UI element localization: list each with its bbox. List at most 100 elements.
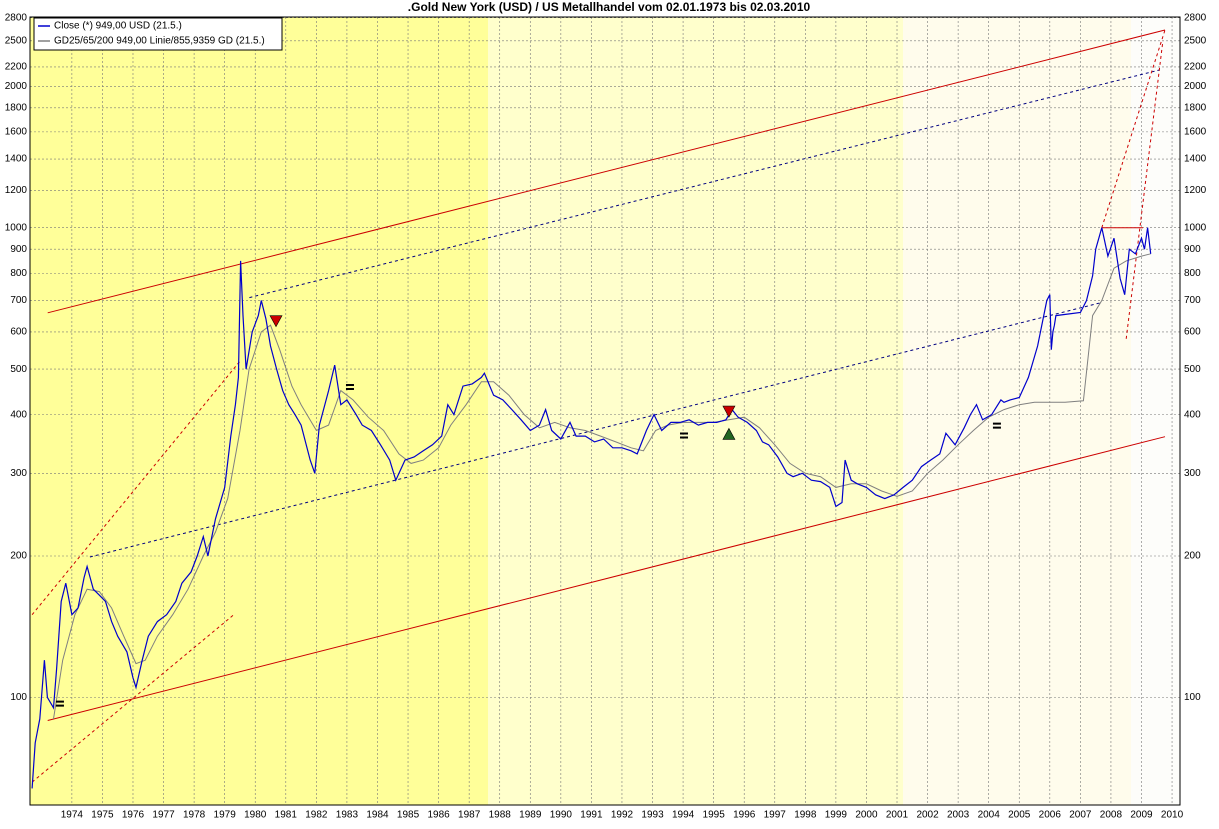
x-tick-label: 1976 — [122, 810, 145, 821]
trend-line — [31, 360, 241, 616]
y-tick-label-right: 700 — [1184, 295, 1201, 306]
y-tick-label: 300 — [10, 468, 27, 479]
legend: Close (*) 949,00 USD (21.5.) GD25/65/200 … — [33, 17, 283, 51]
chart-title: .Gold New York (USD) / US Metallhandel v… — [408, 0, 811, 14]
x-tick-label: 1986 — [427, 810, 450, 821]
trend-line — [1101, 29, 1166, 228]
trend-line — [31, 614, 235, 783]
y-tick-label-right: 2800 — [1184, 12, 1207, 23]
y-tick-label: 400 — [10, 409, 27, 420]
x-tick-label: 2001 — [886, 810, 909, 821]
x-tick-label: 1975 — [91, 810, 114, 821]
signal-marker — [722, 405, 736, 418]
x-tick-label: 2004 — [978, 810, 1001, 821]
y-tick-label-right: 600 — [1184, 327, 1201, 338]
y-tick-label: 1800 — [5, 102, 28, 113]
signal-marker — [992, 422, 1001, 429]
trend-line — [249, 69, 1160, 299]
y-tick-label-right: 2500 — [1184, 35, 1207, 46]
y-tick-label: 1400 — [5, 154, 28, 165]
signal-marker — [269, 315, 283, 328]
signal-marker — [679, 432, 688, 439]
y-tick-label-right: 200 — [1184, 551, 1201, 562]
y-tick-label-right: 500 — [1184, 364, 1201, 375]
band-1 — [30, 17, 488, 805]
x-tick-label: 2005 — [1008, 810, 1031, 821]
x-tick-label: 1994 — [672, 810, 695, 821]
series-line — [53, 253, 1151, 719]
x-tick-label: 1999 — [825, 810, 848, 821]
x-tick-label: 2006 — [1039, 810, 1062, 821]
x-tick-label: 2002 — [916, 810, 939, 821]
y-tick-label-right: 900 — [1184, 244, 1201, 255]
x-tick-label: 1992 — [611, 810, 634, 821]
y-tick-label-right: 1400 — [1184, 154, 1207, 165]
x-tick-label: 1987 — [458, 810, 481, 821]
x-tick-label: 1996 — [733, 810, 756, 821]
y-tick-label-right: 1000 — [1184, 222, 1207, 233]
y-tick-label: 2800 — [5, 12, 28, 23]
y-tick-label: 200 — [10, 551, 27, 562]
x-tick-label: 1978 — [183, 810, 206, 821]
x-tick-label: 1979 — [214, 810, 237, 821]
x-tick-label: 1984 — [366, 810, 389, 821]
x-tick-label: 1993 — [641, 810, 664, 821]
x-tick-label: 1981 — [275, 810, 298, 821]
y-tick-label-right: 1800 — [1184, 102, 1207, 113]
y-tick-label: 1000 — [5, 222, 28, 233]
legend-label: GD25/65/200 949,00 Linie/855,9359 GD (21… — [54, 36, 265, 47]
signal-marker — [345, 384, 354, 391]
x-tick-label: 2000 — [855, 810, 878, 821]
x-tick-label: 2009 — [1130, 810, 1153, 821]
trend-line — [1125, 40, 1164, 339]
y-tick-label-right: 1200 — [1184, 185, 1207, 196]
y-tick-label: 1200 — [5, 185, 28, 196]
y-tick-label-right: 400 — [1184, 409, 1201, 420]
y-tick-label: 100 — [10, 692, 27, 703]
series-line — [31, 227, 1152, 789]
y-tick-label: 900 — [10, 244, 27, 255]
y-tick-label-right: 1600 — [1184, 127, 1207, 138]
x-tick-label: 2010 — [1161, 810, 1184, 821]
x-tick-label: 1991 — [580, 810, 603, 821]
x-tick-label: 2008 — [1100, 810, 1123, 821]
y-tick-label-right: 800 — [1184, 268, 1201, 279]
x-tick-label: 1998 — [794, 810, 817, 821]
y-tick-label: 700 — [10, 295, 27, 306]
y-tick-label: 2200 — [5, 62, 28, 73]
y-tick-label-right: 100 — [1184, 692, 1201, 703]
y-tick-label-right: 2000 — [1184, 81, 1207, 92]
y-tick-label: 600 — [10, 327, 27, 338]
x-tick-label: 1995 — [703, 810, 726, 821]
y-tick-label: 2000 — [5, 81, 28, 92]
plot — [31, 29, 1166, 789]
plot-frame — [29, 16, 1181, 806]
y-tick-label: 2500 — [5, 35, 28, 46]
y-tick-label-right: 300 — [1184, 468, 1201, 479]
band-4 — [1131, 17, 1180, 805]
legend-box — [33, 17, 283, 51]
band-3 — [903, 17, 1131, 805]
x-tick-label: 1980 — [244, 810, 267, 821]
grid: 100 100 200 200 300 300 400 400 500 500 600 600 700 7… — [5, 12, 1207, 820]
legend-label: Close (*) 949,00 USD (21.5.) — [54, 21, 182, 32]
signal-marker — [722, 427, 736, 440]
signal-marker — [55, 700, 64, 707]
x-tick-label: 2007 — [1069, 810, 1092, 821]
y-tick-label: 1600 — [5, 127, 28, 138]
x-tick-label: 1974 — [61, 810, 84, 821]
x-tick-label: 1977 — [152, 810, 175, 821]
x-tick-label: 1983 — [336, 810, 359, 821]
x-tick-label: 1982 — [305, 810, 328, 821]
x-tick-label: 1990 — [550, 810, 573, 821]
x-tick-label: 2003 — [947, 810, 970, 821]
y-tick-label: 800 — [10, 268, 27, 279]
x-tick-label: 1985 — [397, 810, 420, 821]
x-tick-label: 1988 — [489, 810, 512, 821]
band-2 — [488, 17, 903, 805]
x-tick-label: 1989 — [519, 810, 542, 821]
y-tick-label: 500 — [10, 364, 27, 375]
trend-line — [47, 29, 1166, 314]
